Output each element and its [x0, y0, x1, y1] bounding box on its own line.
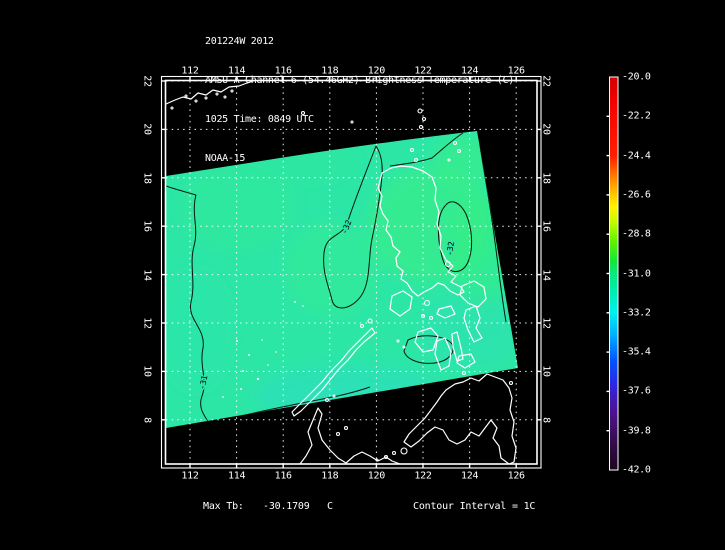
lat-tick-label-right: 22: [540, 75, 552, 87]
lat-tick-label-left: 8: [141, 416, 153, 423]
lat-tick-label-right: 8: [540, 416, 552, 423]
lon-tick-label-bottom: 112: [181, 470, 199, 482]
contour-label: -32: [445, 241, 456, 257]
lon-tick-label-top: 124: [461, 65, 479, 77]
max-tb-unit: C: [327, 501, 333, 512]
islets-banggi: [324, 394, 349, 437]
coastline-panay: [414, 327, 439, 353]
colorbar-tick-label: -42.0: [622, 464, 651, 476]
coastline-cebu: [451, 331, 464, 362]
contour-line: [437, 201, 473, 272]
lon-tick-label-top: 116: [274, 65, 292, 77]
lat-tick-label-left: 20: [141, 123, 153, 136]
lon-tick-label-bottom: 126: [507, 470, 525, 482]
colorbar-tick-label: -24.4: [622, 150, 651, 162]
lat-tick-label-left: 14: [141, 268, 153, 281]
contour-label: -31: [198, 374, 210, 390]
pass-time: 1025 Time: 0849 UTC: [205, 114, 314, 125]
coastline-leyte: [463, 305, 483, 343]
lon-tick-label-top: 122: [414, 65, 432, 77]
lon-tick-label-top: 114: [228, 65, 246, 77]
lon-tick-label-top: 120: [367, 65, 385, 77]
islet-camiguin: [461, 370, 467, 376]
lat-tick-label-right: 10: [540, 365, 552, 378]
lat-tick-label-left: 10: [141, 365, 153, 378]
satellite-name: NOAA-15: [205, 153, 246, 164]
lat-tick-label-left: 18: [141, 172, 153, 184]
islet-basilan: [400, 447, 408, 455]
coastlines: [166, 81, 517, 464]
contour-line: [166, 185, 197, 196]
lon-tick-label-bottom: 118: [321, 470, 339, 482]
lat-tick-label-right: 16: [540, 220, 552, 232]
lat-tick-label-left: 12: [141, 317, 153, 329]
lat-tick-label-right: 18: [540, 172, 552, 184]
islets-china-coast: [170, 89, 234, 110]
contour-line: [323, 145, 383, 309]
frame-inner-box: [164, 79, 538, 465]
coastline-mindoro: [389, 290, 413, 317]
colorbar-tick-label: -26.6: [622, 189, 651, 201]
lon-tick-label-top: 118: [321, 65, 339, 77]
coastline-luzon: [377, 165, 465, 297]
colorbar-tick-label: -33.2: [622, 307, 651, 319]
colorbar-tick-label: -22.2: [622, 110, 651, 122]
coastline-negros: [434, 337, 452, 371]
colorbar-tick-label: -39.8: [622, 425, 651, 437]
max-tb-label: Max Tb:: [203, 501, 244, 512]
colorbar-tick-label: -20.0: [622, 71, 651, 83]
small-island-specks: [222, 301, 304, 398]
lat-tick-label-right: 12: [540, 317, 552, 329]
islets-sulu: [375, 450, 397, 462]
lat-tick-label-right: 14: [540, 268, 552, 281]
colorbar-tick-label: -28.8: [622, 228, 651, 240]
islet-marinduque: [423, 299, 431, 307]
colorbar: [609, 76, 619, 471]
storm-id: 201224W 2012: [205, 36, 274, 47]
lon-tick-label-top: 112: [181, 65, 199, 77]
lon-tick-label-bottom: 124: [461, 470, 479, 482]
contour-line: [389, 132, 464, 167]
lon-tick-label-top: 126: [507, 65, 525, 77]
coastline-mindanao: [403, 373, 517, 464]
coastline-bohol: [456, 353, 476, 369]
islets-calamian-cuyo: [359, 318, 406, 349]
coastline-palawan: [291, 327, 376, 417]
coastline-borneo-tip: [299, 407, 347, 464]
coastline-south-china: [166, 81, 255, 105]
colorbar-tick-label: -31.0: [622, 268, 651, 279]
lon-tick-label-bottom: 116: [274, 470, 292, 482]
max-tb-value: -30.1709: [263, 501, 310, 512]
lon-tick-label-bottom: 120: [367, 470, 385, 482]
contour-interval-note: Contour Interval = 1C: [413, 501, 536, 512]
contour-line: [189, 194, 211, 426]
frame-outer-box: [160, 75, 542, 469]
contour-line: [403, 335, 454, 364]
colorbar-tick-label: -37.6: [622, 385, 651, 397]
islets-romblon: [420, 313, 434, 321]
data-swath: [166, 131, 518, 428]
coastline-borneo-north: [345, 451, 401, 464]
coastline-samar: [459, 280, 487, 308]
lat-tick-label-left: 22: [141, 75, 153, 87]
lat-tick-label-right: 20: [540, 123, 552, 136]
lat-tick-label-left: 16: [141, 220, 153, 232]
lon-tick-label-bottom: 114: [228, 470, 246, 482]
colorbar-gradient: [609, 76, 619, 471]
coastline-masbate: [436, 305, 456, 319]
lon-tick-label-bottom: 122: [414, 470, 432, 482]
colorbar-tick-label: -35.4: [622, 346, 651, 358]
islets-babuyan-batanes: [300, 108, 462, 163]
islet-siargao: [508, 380, 514, 386]
islet-catanduanes: [444, 260, 452, 268]
map-frame: [160, 75, 542, 469]
